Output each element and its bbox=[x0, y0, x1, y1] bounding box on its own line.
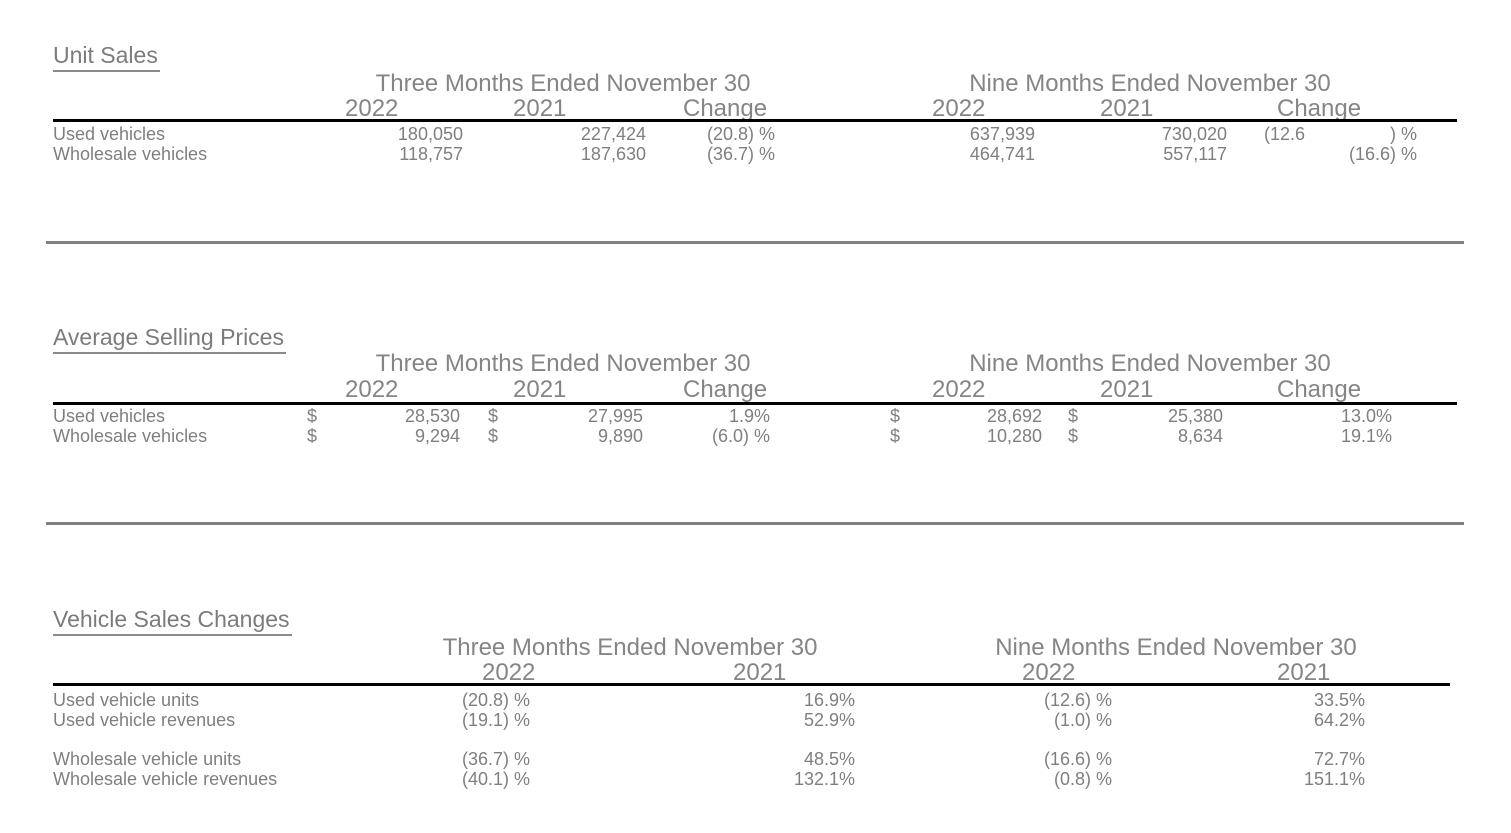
tm-2022-value: 28,530 bbox=[404, 406, 460, 426]
unit-sales-nm-2021-header: 2021 bbox=[1100, 95, 1154, 122]
nm-change-value: 19.1% bbox=[1340, 426, 1392, 446]
tm-2022-value: (19.1) % bbox=[461, 710, 530, 730]
dollar-sign: $ bbox=[307, 406, 318, 426]
dollar-sign: $ bbox=[1068, 426, 1079, 446]
nm-2022-value: 28,692 bbox=[986, 406, 1042, 426]
tm-2021-value: 9,890 bbox=[597, 426, 643, 446]
nm-2021-value: 730,020 bbox=[1161, 124, 1227, 144]
tm-change-value: (36.7) % bbox=[706, 144, 775, 164]
asp-nine-months-header: Nine Months Ended November 30 bbox=[969, 350, 1331, 377]
vsc-nm-2022-header: 2022 bbox=[1022, 659, 1076, 686]
dollar-sign: $ bbox=[890, 406, 901, 426]
nm-2022-value: 637,939 bbox=[969, 124, 1035, 144]
row-label: Wholesale vehicles bbox=[53, 426, 208, 446]
vsc-tm-2022-header: 2022 bbox=[482, 659, 536, 686]
unit-sales-nm-change-header: Change bbox=[1277, 95, 1362, 122]
tm-2021-value: 48.5% bbox=[803, 749, 855, 769]
nm-2022-value: (0.8) % bbox=[1053, 769, 1112, 789]
tm-2022-value: (36.7) % bbox=[461, 749, 530, 769]
tm-2021-value: 132.1% bbox=[793, 769, 855, 789]
asp-tm-2021-header: 2021 bbox=[513, 376, 567, 403]
row-label: Wholesale vehicles bbox=[53, 144, 208, 164]
asp-nm-2021-header: 2021 bbox=[1100, 376, 1154, 403]
asp-nm-change-header: Change bbox=[1277, 376, 1362, 403]
unit-sales-title: Unit Sales bbox=[53, 42, 160, 73]
row-label: Wholesale vehicle revenues bbox=[53, 769, 278, 789]
tm-2021-value: 52.9% bbox=[803, 710, 855, 730]
unit-sales-three-months-header: Three Months Ended November 30 bbox=[375, 70, 751, 97]
nm-2021-value: 64.2% bbox=[1313, 710, 1365, 730]
dollar-sign: $ bbox=[307, 426, 318, 446]
dollar-sign: $ bbox=[488, 426, 499, 446]
vsc-nine-months-header: Nine Months Ended November 30 bbox=[995, 634, 1357, 661]
nm-2021-value: 33.5% bbox=[1313, 690, 1365, 710]
row-label: Used vehicle units bbox=[53, 690, 200, 710]
tm-2021-value: 27,995 bbox=[587, 406, 643, 426]
unit-sales-nine-months-header: Nine Months Ended November 30 bbox=[969, 70, 1331, 97]
tm-2022-value: (20.8) % bbox=[461, 690, 530, 710]
vsc-three-months-header: Three Months Ended November 30 bbox=[442, 634, 818, 661]
tm-2022-value: 180,050 bbox=[397, 124, 463, 144]
row-label: Wholesale vehicle units bbox=[53, 749, 242, 769]
unit-sales-tm-2021-header: 2021 bbox=[513, 95, 567, 122]
nm-2021-value: 151.1% bbox=[1303, 769, 1365, 789]
row-label: Used vehicle revenues bbox=[53, 710, 236, 730]
tm-change-value: (6.0) % bbox=[711, 426, 770, 446]
unit-sales-tm-change-header: Change bbox=[683, 95, 768, 122]
asp-nm-2022-header: 2022 bbox=[932, 376, 986, 403]
tm-2021-value: 227,424 bbox=[580, 124, 646, 144]
tm-2022-value: 118,757 bbox=[399, 144, 463, 164]
vsc-nm-2021-header: 2021 bbox=[1277, 659, 1331, 686]
unit-sales-tm-2022-header: 2022 bbox=[345, 95, 399, 122]
nm-change-value: (12.6 ) % bbox=[1263, 124, 1417, 144]
tm-2022-value: 9,294 bbox=[414, 426, 460, 446]
tm-2022-value: (40.1) % bbox=[461, 769, 530, 789]
nm-2022-value: (1.0) % bbox=[1053, 710, 1112, 730]
row-label: Used vehicles bbox=[53, 406, 166, 426]
nm-2021-value: 8,634 bbox=[1177, 426, 1223, 446]
asp-tm-2022-header: 2022 bbox=[345, 376, 399, 403]
asp-tm-change-header: Change bbox=[683, 376, 768, 403]
nm-change-value: 13.0% bbox=[1340, 406, 1392, 426]
tm-2021-value: 16.9% bbox=[803, 690, 855, 710]
dollar-sign: $ bbox=[1068, 406, 1079, 426]
nm-2021-value: 25,380 bbox=[1167, 406, 1223, 426]
asp-three-months-header: Three Months Ended November 30 bbox=[375, 350, 751, 377]
vehicle-sales-changes-title: Vehicle Sales Changes bbox=[53, 606, 292, 637]
nm-change-value: (16.6) % bbox=[1348, 144, 1417, 164]
unit-sales-header-rule bbox=[53, 119, 1457, 122]
average-selling-prices-title: Average Selling Prices bbox=[53, 324, 286, 355]
nm-2022-value: 464,741 bbox=[969, 144, 1035, 164]
section-divider bbox=[46, 241, 1464, 244]
asp-header-rule bbox=[53, 402, 1457, 405]
nm-2022-value: (12.6) % bbox=[1043, 690, 1112, 710]
vsc-header-rule bbox=[53, 683, 1450, 686]
tm-change-value: 1.9% bbox=[728, 406, 770, 426]
dollar-sign: $ bbox=[488, 406, 499, 426]
nm-2021-value: 72.7% bbox=[1313, 749, 1365, 769]
section-divider bbox=[46, 522, 1464, 525]
nm-2021-value: 557,117 bbox=[1163, 144, 1227, 164]
vsc-tm-2021-header: 2021 bbox=[733, 659, 787, 686]
tm-2021-value: 187,630 bbox=[580, 144, 646, 164]
unit-sales-nm-2022-header: 2022 bbox=[932, 95, 986, 122]
row-label: Used vehicles bbox=[53, 124, 166, 144]
nm-2022-value: (16.6) % bbox=[1043, 749, 1112, 769]
tm-change-value: (20.8) % bbox=[706, 124, 775, 144]
nm-2022-value: 10,280 bbox=[986, 426, 1042, 446]
dollar-sign: $ bbox=[890, 426, 901, 446]
